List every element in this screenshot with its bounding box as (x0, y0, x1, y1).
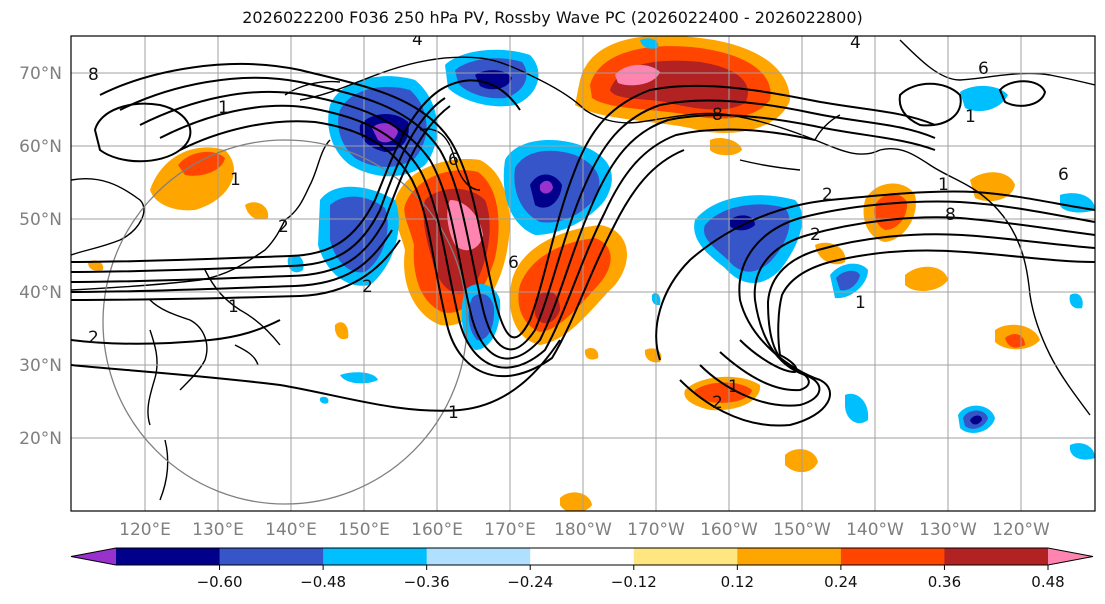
positive-anomaly-blob (684, 376, 761, 411)
positive-anomaly-blob (150, 147, 234, 211)
colorbar-segment (219, 548, 324, 565)
colorbar-tick-label: −0.48 (300, 573, 346, 591)
lat-label: 30°N (19, 356, 62, 376)
colorbar-tick-label: −0.12 (611, 573, 657, 591)
lat-label: 40°N (19, 283, 62, 303)
contour-label: 8 (712, 105, 723, 125)
contour-label: 2 (712, 393, 723, 413)
negative-anomaly-blob (287, 38, 1095, 460)
colorbar-tick-label: −0.60 (197, 573, 243, 591)
colorbar-segment (530, 548, 635, 565)
colorbar-segment (633, 548, 738, 565)
contour-label: 1 (230, 170, 241, 190)
contour-label: 1 (218, 98, 229, 118)
negative-anomaly-blob (830, 263, 868, 299)
contour-label: 4 (850, 33, 861, 53)
latitude-labels: 70°N 60°N 50°N 40°N 30°N 20°N (19, 64, 62, 449)
colorbar-tick-label: −0.36 (404, 573, 450, 591)
contour-labels: 8 1 1 2 1 2 6 6 2 4 8 4 6 1 2 2 2 1 1 1 … (88, 30, 1069, 423)
lon-label: 120°W (992, 520, 1050, 540)
lon-label: 170°E (484, 520, 536, 540)
longitude-labels: 120°E 130°E 140°E 150°E 160°E 170°E 180°… (119, 520, 1050, 540)
colorbar-outline (70, 547, 1094, 566)
negative-anomaly-blob (445, 49, 539, 107)
contour-label: 1 (965, 107, 976, 127)
contour-label: 2 (362, 277, 373, 297)
colorbar: −0.60 −0.48 −0.36 −0.24 −0.12 0.12 0.24 0.36 0.4… (70, 547, 1094, 591)
colorbar-tick-label: −0.24 (507, 573, 553, 591)
colorbar-segment (116, 548, 221, 565)
colorbar-segment (1048, 548, 1093, 565)
contour-label: 6 (508, 253, 519, 273)
colorbar-segment (944, 548, 1049, 565)
lat-label: 70°N (19, 64, 62, 84)
lon-label: 130°W (919, 520, 977, 540)
negative-anomaly-blob (328, 76, 438, 177)
negative-anomaly-blob (694, 195, 803, 283)
range-circle (102, 139, 468, 505)
colorbar-segment (426, 548, 531, 565)
colorbar-tick-label: 0.24 (824, 573, 857, 591)
lat-label: 20°N (19, 429, 62, 449)
contour-label: 2 (88, 328, 99, 348)
lon-label: 150°E (338, 520, 390, 540)
negative-anomaly-blob (503, 140, 612, 235)
coastlines (71, 39, 1095, 501)
colorbar-segment (840, 548, 945, 565)
lon-label: 150°W (773, 520, 831, 540)
contour-label: 2 (810, 225, 821, 245)
lat-label: 50°N (19, 210, 62, 230)
contour-label: 1 (448, 403, 459, 423)
contour-label: 8 (88, 65, 99, 85)
contour-label: 2 (822, 185, 833, 205)
colorbar-tick-label: 0.36 (928, 573, 961, 591)
lon-label: 170°W (627, 520, 685, 540)
plot-frame (70, 35, 1096, 512)
lon-label: 160°W (700, 520, 758, 540)
lon-label: 130°E (192, 520, 244, 540)
contour-label: 6 (1058, 165, 1069, 185)
contour-label: 6 (978, 59, 989, 79)
colorbar-segment (323, 548, 428, 565)
lon-label: 120°E (119, 520, 171, 540)
contour-label: 1 (855, 293, 866, 313)
colorbar-tick-label: 0.12 (721, 573, 754, 591)
lon-label: 140°E (265, 520, 317, 540)
colorbar-segment (71, 548, 116, 565)
colorbar-tick-label: 0.48 (1031, 573, 1064, 591)
contour-label: 6 (448, 150, 459, 170)
contour-label: 1 (228, 297, 239, 317)
lon-label: 140°W (846, 520, 904, 540)
contour-label: 1 (728, 377, 739, 397)
colorbar-segment (737, 548, 842, 565)
contour-label: 4 (412, 30, 423, 50)
contour-label: 8 (945, 205, 956, 225)
pv-contours (71, 63, 1095, 427)
lon-label: 160°E (411, 520, 463, 540)
lon-label: 180°W (554, 520, 612, 540)
map-title: 2026022200 F036 250 hPa PV, Rossby Wave … (242, 8, 863, 27)
lat-label: 60°N (19, 137, 62, 157)
contour-label: 2 (278, 217, 289, 237)
contour-label: 1 (938, 175, 949, 195)
